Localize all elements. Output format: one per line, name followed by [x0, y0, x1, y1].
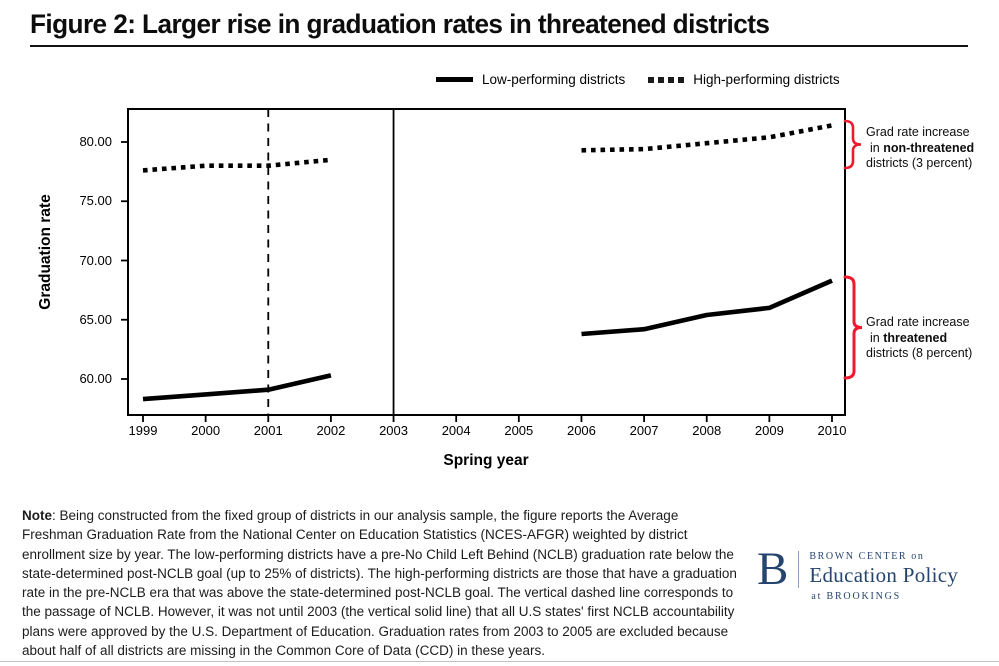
series-line-solid: [581, 278, 833, 337]
figure-title: Figure 2: Larger rise in graduation rate…: [30, 9, 770, 39]
x-tick-label: 2010: [817, 423, 847, 438]
legend-dotted-line-swatch: [648, 76, 685, 83]
chart-legend: Low-performing districts High-performing…: [436, 72, 840, 87]
y-tick-label: 80.00: [79, 134, 112, 149]
legend-label-low-performing: Low-performing districts: [482, 72, 626, 87]
series-line-dotted: [142, 157, 332, 173]
annotation-line: Grad rate increase: [866, 315, 970, 329]
x-tick-label: 2004: [441, 423, 471, 438]
logo-brown-center: BROWN CENTER on: [809, 551, 925, 562]
y-tick-label: 70.00: [79, 252, 112, 268]
line-chart-plot: [121, 108, 846, 422]
y-tick-label: 65.00: [79, 311, 112, 327]
annotation-line: in threatened: [870, 330, 948, 345]
x-tick-label: 2009: [754, 423, 784, 438]
x-tick-label: 2003: [379, 423, 408, 438]
x-tick-label: 2007: [629, 423, 659, 438]
series-line-dotted: [581, 123, 833, 153]
logo-divider: [798, 551, 800, 588]
y-tick-label: 75.00: [79, 193, 112, 209]
x-axis-label: Spring year: [443, 452, 529, 469]
series-line-solid: [142, 373, 332, 402]
legend-solid-line-swatch: [436, 77, 473, 82]
logo-education-policy: Education Policy: [809, 563, 959, 587]
annotation-threatened: Grad rate increase in threatened distric…: [866, 315, 998, 362]
title-rule: [30, 45, 968, 47]
logo-text-block: BROWN CENTER on Education Policy at BROO…: [809, 549, 958, 602]
x-tick-label: 2002: [316, 423, 346, 438]
y-axis-label: Graduation rate: [37, 194, 54, 310]
x-tick-label: 2001: [253, 423, 283, 438]
annotation-line: in non-threatened: [870, 140, 975, 155]
x-tick-label: 2005: [504, 423, 534, 438]
legend-label-high-performing: High-performing districts: [693, 72, 840, 87]
x-tick-label: 1999: [128, 423, 158, 438]
annotation-non-threatened: Grad rate increase in non-threatened dis…: [866, 125, 998, 172]
brookings-logo: B BROWN CENTER on Education Policy at BR…: [757, 543, 958, 603]
x-tick-label: 2006: [566, 423, 596, 438]
plot-frame: [127, 108, 846, 416]
annotation-line: districts (8 percent): [866, 346, 973, 360]
annotation-line: Grad rate increase: [866, 125, 970, 139]
figure-note: Note: Being constructed from the fixed g…: [22, 506, 738, 660]
y-tick-label: 60.00: [79, 371, 112, 386]
x-tick-label: 2000: [191, 423, 221, 438]
x-tick-label: 2008: [692, 423, 722, 438]
note-text: : Being constructed from the fixed group…: [22, 508, 737, 659]
annotation-line: districts (3 percent): [866, 156, 973, 170]
note-label: Note: [22, 508, 52, 523]
logo-at-brookings: at BROOKINGS: [811, 591, 902, 602]
bottom-divider-rule: [0, 661, 999, 662]
logo-b-mark: B: [757, 543, 789, 595]
